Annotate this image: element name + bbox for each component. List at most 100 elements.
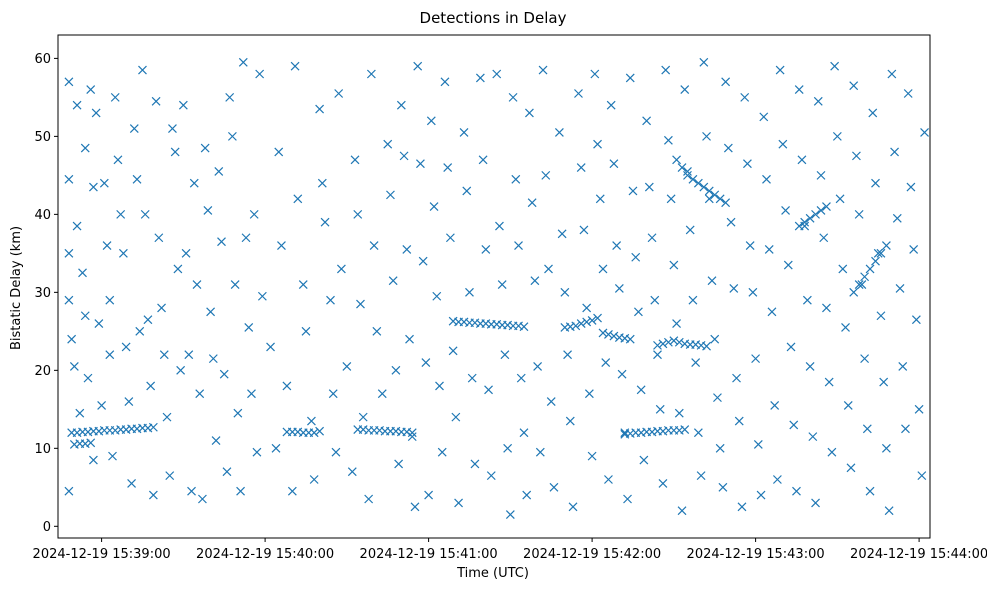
data-point xyxy=(865,264,875,274)
data-point xyxy=(650,295,660,305)
data-point xyxy=(849,287,859,297)
data-point xyxy=(710,334,720,344)
data-point xyxy=(568,502,578,512)
data-point xyxy=(356,299,365,309)
data-point xyxy=(508,92,518,102)
data-point xyxy=(266,342,275,352)
data-point xyxy=(612,241,622,250)
x-tick-label: 2024-12-19 15:41:00 xyxy=(360,547,498,562)
data-point xyxy=(492,69,502,79)
data-point xyxy=(326,295,335,305)
data-point xyxy=(762,174,771,184)
data-point xyxy=(663,337,673,347)
data-point xyxy=(233,408,243,418)
data-point xyxy=(80,143,90,153)
data-point xyxy=(601,358,611,367)
data-point xyxy=(195,389,205,399)
data-point xyxy=(396,100,406,110)
data-point xyxy=(830,61,840,71)
data-point xyxy=(609,159,619,169)
data-point xyxy=(901,424,910,434)
data-point xyxy=(465,287,474,297)
data-point xyxy=(797,155,807,165)
data-point xyxy=(688,174,698,184)
data-point xyxy=(563,350,572,360)
data-point xyxy=(881,241,891,250)
y-tick-label: 20 xyxy=(34,364,51,379)
data-point xyxy=(598,264,608,274)
data-point xyxy=(116,209,126,219)
data-point xyxy=(331,447,341,457)
data-point xyxy=(666,194,676,204)
data-point xyxy=(86,438,96,448)
data-point xyxy=(176,365,186,375)
data-point xyxy=(519,428,529,438)
data-point xyxy=(852,151,861,161)
data-point xyxy=(69,362,79,371)
data-point xyxy=(500,350,510,360)
data-point xyxy=(486,471,496,481)
x-tick-label: 2024-12-19 15:44:00 xyxy=(850,547,987,562)
data-point xyxy=(470,459,480,469)
data-point xyxy=(336,264,346,274)
data-point xyxy=(631,252,641,262)
data-point xyxy=(794,85,804,95)
data-point xyxy=(364,494,374,504)
data-point xyxy=(505,510,515,520)
data-point xyxy=(138,65,147,75)
data-point xyxy=(350,155,360,165)
data-point xyxy=(704,194,714,204)
data-point xyxy=(274,147,284,157)
data-point xyxy=(189,178,199,188)
data-point xyxy=(721,77,731,87)
data-point xyxy=(301,326,311,336)
data-point xyxy=(909,245,919,254)
data-point xyxy=(865,486,875,496)
data-point xyxy=(832,131,842,141)
data-point xyxy=(871,178,880,188)
data-point xyxy=(113,155,123,165)
data-point xyxy=(91,108,101,118)
data-point xyxy=(478,155,488,165)
data-point xyxy=(721,198,731,208)
data-point xyxy=(80,311,90,321)
data-point xyxy=(252,447,262,457)
data-point xyxy=(459,128,469,137)
x-tick-label: 2024-12-19 15:40:00 xyxy=(196,547,334,562)
data-point xyxy=(824,377,834,387)
data-point xyxy=(590,69,600,79)
data-point xyxy=(394,459,404,469)
data-point xyxy=(416,159,425,169)
data-point xyxy=(511,174,521,184)
data-point xyxy=(672,319,681,328)
data-point xyxy=(713,393,722,403)
data-point xyxy=(435,381,444,391)
data-point xyxy=(674,337,684,347)
y-tick-label: 30 xyxy=(34,286,51,301)
data-point xyxy=(887,69,897,79)
data-point xyxy=(811,498,820,508)
data-point xyxy=(732,373,741,383)
data-point xyxy=(860,354,870,364)
data-point xyxy=(148,422,158,432)
data-point xyxy=(822,303,831,313)
data-point xyxy=(413,61,423,71)
data-point xyxy=(593,313,602,323)
data-point xyxy=(587,451,597,461)
data-point xyxy=(843,401,853,410)
data-point xyxy=(192,280,202,289)
data-point xyxy=(644,182,654,192)
data-point xyxy=(917,471,927,481)
data-point xyxy=(173,264,183,274)
data-point xyxy=(625,334,635,344)
x-tick-label: 2024-12-19 15:43:00 xyxy=(687,547,825,562)
data-point xyxy=(557,229,567,239)
data-point xyxy=(753,439,763,449)
data-point xyxy=(121,342,131,352)
data-point xyxy=(794,221,804,231)
data-point xyxy=(64,295,74,305)
data-point xyxy=(124,397,134,406)
data-point xyxy=(432,291,442,301)
data-point xyxy=(249,209,259,219)
data-point xyxy=(238,57,248,67)
